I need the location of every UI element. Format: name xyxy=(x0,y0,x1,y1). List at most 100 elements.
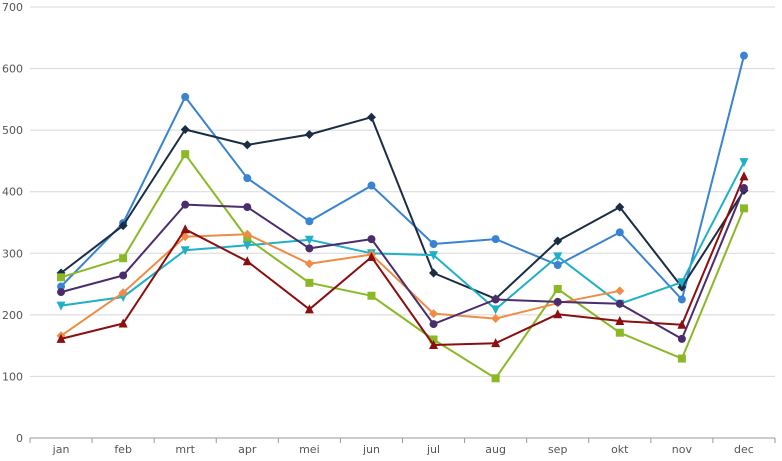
data-point[interactable] xyxy=(739,171,749,181)
y-tick-label: 500 xyxy=(2,124,23,137)
data-point[interactable] xyxy=(491,314,501,324)
x-tick-label: nov xyxy=(672,443,693,456)
data-point[interactable] xyxy=(677,319,687,329)
data-point[interactable] xyxy=(553,236,563,246)
data-point[interactable] xyxy=(739,204,748,213)
data-point[interactable] xyxy=(677,295,686,304)
data-point[interactable] xyxy=(739,158,749,168)
data-point[interactable] xyxy=(615,328,624,337)
data-point[interactable] xyxy=(491,235,500,244)
y-tick-label: 600 xyxy=(2,63,23,76)
series-3 xyxy=(57,150,748,383)
data-point[interactable] xyxy=(180,125,190,135)
data-point[interactable] xyxy=(429,251,439,261)
series-line xyxy=(60,233,620,337)
data-point[interactable] xyxy=(243,203,252,212)
data-point[interactable] xyxy=(491,338,501,348)
data-point[interactable] xyxy=(491,374,500,383)
data-point[interactable] xyxy=(118,221,128,231)
data-point[interactable] xyxy=(119,254,128,263)
series-line xyxy=(60,161,745,311)
data-point[interactable] xyxy=(181,92,190,101)
x-tick-label: apr xyxy=(238,443,257,456)
data-point[interactable] xyxy=(615,228,624,237)
data-point[interactable] xyxy=(242,241,252,251)
y-tick-label: 200 xyxy=(2,309,23,322)
data-point[interactable] xyxy=(243,174,252,183)
data-point[interactable] xyxy=(181,200,190,209)
x-tick-label: jul xyxy=(426,443,440,456)
series-7 xyxy=(56,171,749,350)
data-point[interactable] xyxy=(677,334,686,343)
data-point[interactable] xyxy=(366,112,376,122)
series-line xyxy=(60,116,745,300)
series-4 xyxy=(56,158,749,315)
data-point[interactable] xyxy=(118,318,128,328)
data-point[interactable] xyxy=(242,229,252,239)
data-point[interactable] xyxy=(739,51,748,60)
data-point[interactable] xyxy=(57,273,66,282)
data-point[interactable] xyxy=(56,301,66,311)
data-point[interactable] xyxy=(57,288,66,297)
x-tick-label: mrt xyxy=(175,443,195,456)
data-point[interactable] xyxy=(429,309,439,319)
data-point[interactable] xyxy=(553,252,563,262)
y-tick-label: 700 xyxy=(2,1,23,14)
x-tick-label: mei xyxy=(299,443,320,456)
data-point[interactable] xyxy=(118,288,128,298)
data-point[interactable] xyxy=(366,251,376,261)
data-point[interactable] xyxy=(305,278,314,287)
data-point[interactable] xyxy=(180,246,190,256)
data-point[interactable] xyxy=(553,309,563,319)
series-6 xyxy=(57,184,748,343)
data-point[interactable] xyxy=(553,297,562,306)
series-line xyxy=(60,175,745,346)
data-point[interactable] xyxy=(739,184,748,193)
y-tick-label: 0 xyxy=(16,432,23,445)
data-point[interactable] xyxy=(304,235,314,245)
data-point[interactable] xyxy=(615,286,625,296)
data-point[interactable] xyxy=(181,150,190,159)
data-point[interactable] xyxy=(56,333,66,343)
series-group xyxy=(56,51,749,383)
data-point[interactable] xyxy=(677,354,686,363)
data-point[interactable] xyxy=(553,284,562,293)
grid xyxy=(30,6,775,377)
data-point[interactable] xyxy=(367,181,376,190)
data-point[interactable] xyxy=(180,224,190,234)
data-point[interactable] xyxy=(491,295,500,304)
data-point[interactable] xyxy=(553,260,562,269)
data-point[interactable] xyxy=(491,305,501,315)
data-point[interactable] xyxy=(305,217,314,226)
data-point[interactable] xyxy=(615,316,625,326)
data-point[interactable] xyxy=(242,140,252,150)
x-tick-label: jan xyxy=(52,443,70,456)
data-point[interactable] xyxy=(615,299,624,308)
data-point[interactable] xyxy=(57,282,66,291)
data-point[interactable] xyxy=(304,304,314,314)
data-point[interactable] xyxy=(677,278,687,288)
data-point[interactable] xyxy=(242,256,252,266)
data-point[interactable] xyxy=(429,320,438,329)
y-tick-label: 300 xyxy=(2,247,23,260)
x-tick-label: aug xyxy=(485,443,506,456)
data-point[interactable] xyxy=(367,291,376,300)
data-point[interactable] xyxy=(367,235,376,244)
x-tick-label: sep xyxy=(548,443,567,456)
data-point[interactable] xyxy=(119,271,128,280)
series-1 xyxy=(57,51,748,304)
data-point[interactable] xyxy=(429,340,439,350)
data-point[interactable] xyxy=(615,202,625,212)
data-point[interactable] xyxy=(429,268,439,278)
x-tick-label: dec xyxy=(734,443,754,456)
data-point[interactable] xyxy=(429,240,438,249)
y-tick-label: 100 xyxy=(2,370,23,383)
series-line xyxy=(60,55,745,301)
series-line xyxy=(60,187,745,340)
data-point[interactable] xyxy=(429,335,438,344)
data-point[interactable] xyxy=(304,259,314,269)
series-2 xyxy=(56,112,749,304)
data-point[interactable] xyxy=(304,129,314,139)
data-point[interactable] xyxy=(305,244,314,253)
